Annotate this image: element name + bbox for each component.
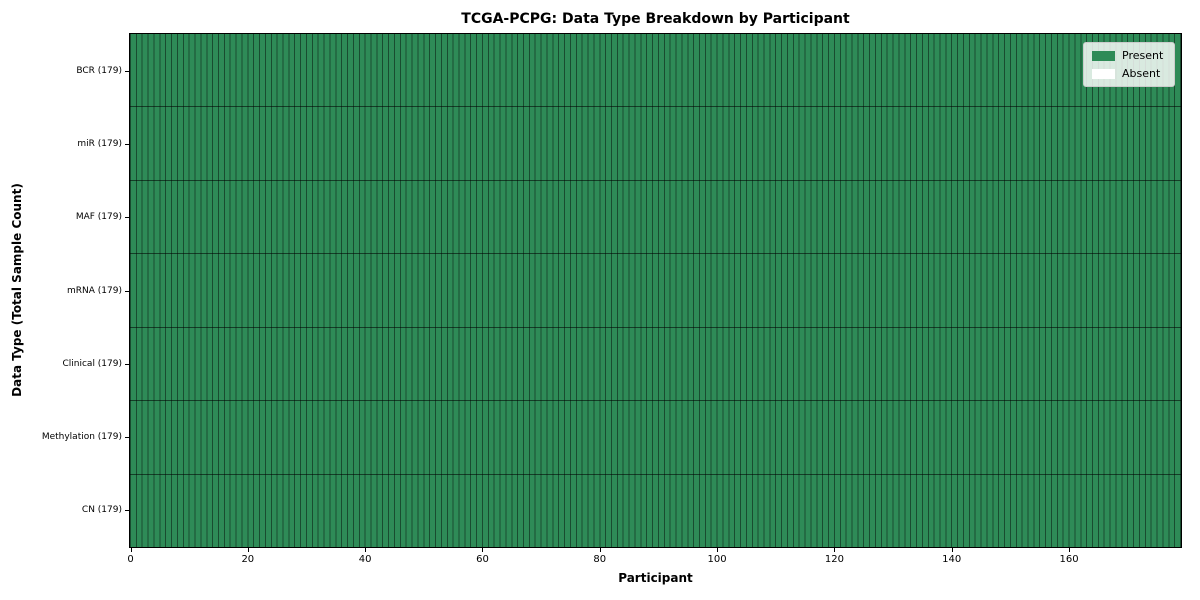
y-tick-label-bcr: BCR (179) bbox=[76, 66, 122, 77]
x-tick-label: 0 bbox=[127, 554, 134, 565]
legend-present-label: Present bbox=[1122, 49, 1164, 62]
heatmap-row-bcr bbox=[130, 34, 1181, 108]
y-tick-mark bbox=[125, 509, 129, 511]
x-tick-label: 120 bbox=[824, 554, 844, 565]
x-tick-label: 100 bbox=[707, 554, 727, 565]
chart-title: TCGA-PCPG: Data Type Breakdown by Partic… bbox=[461, 11, 850, 27]
x-tick-mark bbox=[599, 548, 601, 552]
y-tick-label-cn: CN (179) bbox=[81, 504, 122, 515]
legend: Present Absent bbox=[1083, 42, 1175, 87]
y-tick-mark bbox=[125, 436, 129, 438]
heatmap-rows bbox=[130, 34, 1181, 547]
x-tick-mark bbox=[482, 548, 484, 552]
y-tick-label-maf: MAF (179) bbox=[75, 212, 122, 223]
absent-swatch bbox=[1092, 68, 1115, 79]
x-tick-label: 80 bbox=[593, 554, 607, 565]
legend-item-present: Present bbox=[1092, 49, 1166, 62]
x-axis-title: Participant bbox=[618, 571, 693, 585]
present-swatch bbox=[1092, 50, 1115, 61]
legend-absent-label: Absent bbox=[1122, 67, 1161, 80]
x-tick-mark bbox=[834, 548, 836, 552]
y-tick-mark bbox=[125, 217, 129, 219]
heatmap-row-mrna bbox=[130, 254, 1181, 328]
x-tick-label: 140 bbox=[942, 554, 962, 565]
x-tick-mark bbox=[951, 548, 953, 552]
heatmap-row-methylation bbox=[130, 401, 1181, 475]
x-tick-label: 160 bbox=[1059, 554, 1079, 565]
y-tick-mark bbox=[125, 144, 129, 146]
heatmap-row-clinical bbox=[130, 327, 1181, 402]
heatmap-row-mir bbox=[130, 107, 1181, 181]
x-tick-mark bbox=[365, 548, 367, 552]
y-tick-label-clinical: Clinical (179) bbox=[62, 358, 122, 369]
x-tick-mark bbox=[247, 548, 249, 552]
x-tick-mark bbox=[717, 548, 719, 552]
y-tick-label-methylation: Methylation (179) bbox=[41, 431, 122, 442]
heatmap-row-maf bbox=[130, 180, 1181, 255]
x-tick-mark bbox=[130, 548, 132, 552]
heatmap-row-cn bbox=[130, 474, 1181, 547]
plot-area: Present Absent bbox=[129, 33, 1182, 548]
y-tick-mark bbox=[125, 363, 129, 365]
y-tick-label-mrna: mRNA (179) bbox=[67, 285, 122, 296]
x-tick-label: 60 bbox=[476, 554, 489, 565]
y-tick-label-mir: miR (179) bbox=[77, 139, 122, 150]
y-tick-mark bbox=[125, 290, 129, 292]
x-tick-label: 40 bbox=[358, 554, 372, 565]
legend-item-absent: Absent bbox=[1092, 67, 1166, 80]
y-tick-mark bbox=[125, 71, 129, 73]
x-tick-mark bbox=[1069, 548, 1071, 552]
x-tick-label: 20 bbox=[241, 554, 255, 565]
